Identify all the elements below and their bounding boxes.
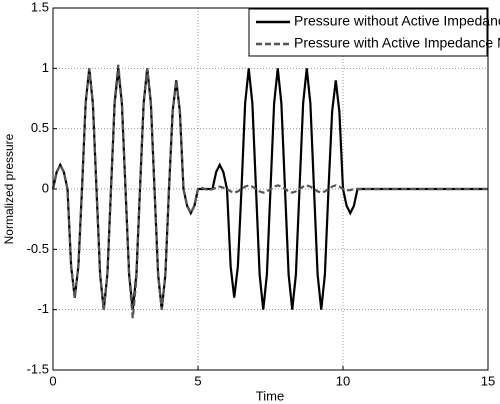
y-tick-label: -1 [37,301,49,316]
x-tick-label: 0 [49,373,56,388]
legend-label: Pressure with Active Impedance Matching [294,35,500,51]
y-tick-label: 1 [42,60,49,75]
legend-label: Pressure without Active Impedance Matchi… [294,13,500,29]
x-tick-label: 15 [481,373,495,388]
y-tick-label: -0.5 [27,241,49,256]
legend-box [248,8,488,57]
y-axis-label: Normalized pressure [2,133,16,244]
y-tick-label: 0.5 [31,120,49,135]
x-tick-label: 5 [194,373,201,388]
y-tick-label: 1.5 [31,0,49,14]
data-line [51,64,488,319]
y-tick-label: -1.5 [27,361,49,376]
y-tick-label: 0 [42,180,49,195]
x-axis-label: Time [256,388,284,403]
x-tick-label: 10 [336,373,350,388]
plot-frame [52,7,489,371]
